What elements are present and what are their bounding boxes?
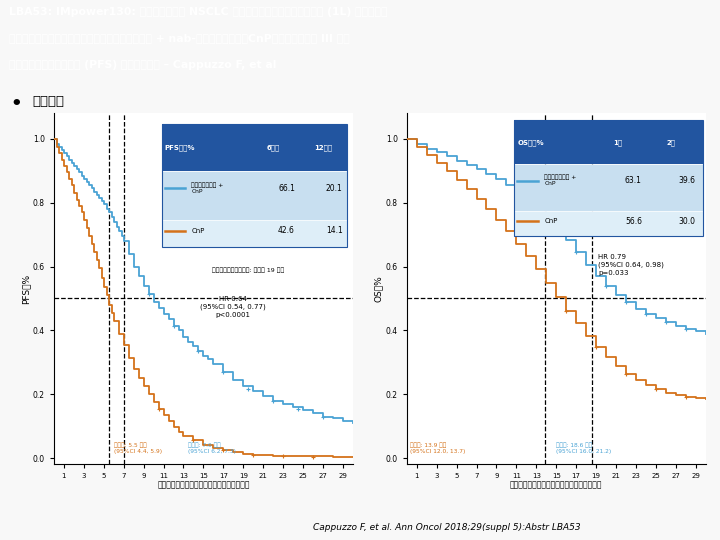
Y-axis label: PFS、%: PFS、% [21,274,30,304]
Text: CnP: CnP [192,228,204,234]
FancyBboxPatch shape [161,171,347,220]
X-axis label: 　　　　　　　　　　無作為化後の経過期間: 無作為化後の経過期間 [510,481,603,490]
Text: 12カ月: 12カ月 [314,144,332,151]
Y-axis label: OS、%: OS、% [374,275,383,302]
FancyBboxPatch shape [161,220,347,247]
Text: 42.6: 42.6 [278,226,295,235]
Text: 2年: 2年 [667,139,676,146]
Text: 追跡調査期間の中央値: およそ 19 カ月: 追跡調査期間の中央値: およそ 19 カ月 [212,268,284,273]
Text: •: • [11,95,22,113]
Text: HR 0.79
(95%CI 0.64, 0.98)
p=0.033: HR 0.79 (95%CI 0.64, 0.98) p=0.033 [598,254,664,276]
Text: PFS率、%: PFS率、% [165,144,195,151]
FancyBboxPatch shape [514,120,703,165]
Text: 6カ月: 6カ月 [266,144,279,151]
Text: 中央値: 5.5 カ月
(95%CI 4.4, 5.9): 中央値: 5.5 カ月 (95%CI 4.4, 5.9) [114,442,162,454]
Text: HR 0.64
(95%CI 0.54, 0.77)
p<0.0001: HR 0.64 (95%CI 0.54, 0.77) p<0.0001 [200,296,266,319]
Text: 中央値: 7.0 カ月
(95%CI 6.2, 7.3): 中央値: 7.0 カ月 (95%CI 6.2, 7.3) [189,442,236,454]
Text: LBA53: IMpower130: 進行非扁平上皮 NSCLC を対象としたファーストライン (1L) 療法として: LBA53: IMpower130: 進行非扁平上皮 NSCLC を対象としたフ… [9,6,387,17]
Text: 1年: 1年 [613,139,622,146]
Text: OS (ITT-WT): OS (ITT-WT) [443,136,521,149]
Text: OS率、%: OS率、% [518,139,544,146]
Text: PFS (ITT-WT): PFS (ITT-WT) [94,154,172,164]
Text: Cappuzzo F, et al. Ann Oncol 2018;29(suppl 5):Abstr LBA53: Cappuzzo F, et al. Ann Oncol 2018;29(sup… [312,523,580,532]
Text: 主な結果: 主な結果 [32,95,64,108]
Text: 20.1: 20.1 [326,184,343,193]
FancyBboxPatch shape [161,124,347,171]
FancyBboxPatch shape [514,211,703,237]
FancyBboxPatch shape [514,165,703,211]
Text: CnP: CnP [544,218,557,224]
Text: アテゾリズマブ +
CnP: アテゾリズマブ + CnP [544,174,577,186]
Text: 14.1: 14.1 [326,226,343,235]
Text: 中央値: 18.6 カ月
(95%CI 16.0, 21.2): 中央値: 18.6 カ月 (95%CI 16.0, 21.2) [557,442,611,454]
Text: 63.1: 63.1 [625,176,642,185]
X-axis label: 　　　　　　　　　　無作為化後の経過期間: 無作為化後の経過期間 [157,481,250,490]
Text: 39.6: 39.6 [679,176,696,185]
Text: 治験責任医師の評価による: 治験責任医師の評価による [94,136,168,146]
Text: 66.1: 66.1 [278,184,295,193]
Text: アテゾリズマブ +
CnP: アテゾリズマブ + CnP [192,183,224,194]
Text: 56.6: 56.6 [625,217,642,226]
Text: 30.0: 30.0 [679,217,696,226]
Text: 験からの無増悪生存期間 (PFS) と安全性解析 – Cappuzzo F, et al: 験からの無増悪生存期間 (PFS) と安全性解析 – Cappuzzo F, e… [9,60,276,70]
Text: 中央値: 13.9 カ月
(95%CI 12.0, 13.7): 中央値: 13.9 カ月 (95%CI 12.0, 13.7) [410,442,465,454]
Text: のアテゾリズマブの有無による、カルボプラチン + nab-パクリタキセル（CnP）の無作為化第 III 相試: のアテゾリズマブの有無による、カルボプラチン + nab-パクリタキセル（CnP… [9,33,349,44]
